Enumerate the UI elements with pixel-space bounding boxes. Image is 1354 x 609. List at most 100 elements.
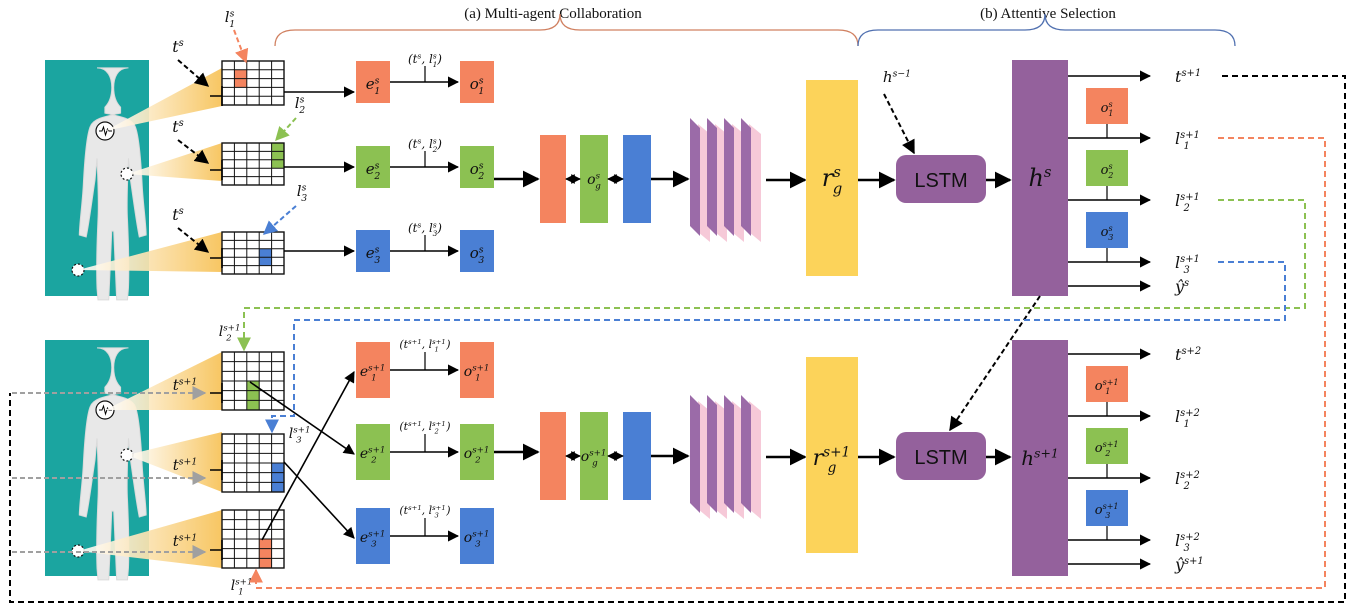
lstm-label: LSTM [914, 170, 967, 192]
grid-enc-arrow [249, 381, 355, 455]
sensor-beam [78, 232, 222, 272]
encoder-block [356, 424, 390, 480]
encoder-label: es1​ [366, 75, 380, 97]
attention-o-block [1086, 428, 1128, 464]
time-series-grid [221, 509, 285, 569]
pair-label: (ts+1​, ls+13​) [399, 504, 450, 520]
conv-feature-stack [690, 118, 761, 242]
encoder-label: es+13​ [360, 530, 386, 550]
time-series-grid [221, 60, 285, 106]
hprev-arrow [883, 93, 915, 155]
lstm-label: LSTM [914, 447, 967, 469]
time-series-grid [221, 231, 285, 275]
t-arrow [177, 227, 210, 253]
encoder-block [356, 61, 390, 103]
agent-output-label: os+12​ [464, 446, 490, 466]
out-y-label: ŷs​ [1174, 277, 1189, 296]
l1-arrow [233, 29, 249, 64]
l3-label: ls+13​ [289, 426, 311, 446]
grid-enc-arrow [261, 371, 355, 541]
attention-o-label: os+13​ [1095, 502, 1119, 520]
out-t-label: ts+1​ [1175, 67, 1201, 86]
t-label: ts​ [172, 117, 184, 136]
lstm-cell [896, 432, 986, 480]
global-og-block [580, 412, 608, 500]
time-series-grid [221, 351, 285, 411]
hidden-state-block [1012, 340, 1068, 576]
agent-output-block [460, 424, 494, 480]
l3-label: ls3​ [297, 182, 307, 204]
agent-output-label: os+11​ [464, 364, 490, 384]
agent-output-label: os2​ [470, 160, 485, 182]
global-agent1-block [540, 135, 566, 223]
attention-o-label: os1​ [1101, 100, 1114, 118]
attention-o-label: os3​ [1101, 224, 1114, 242]
out-l-label: ls+11​ [1175, 129, 1200, 152]
l3-feedback-loop [265, 261, 1286, 434]
ecg-icon [99, 125, 112, 137]
t-label: ts+1​ [173, 456, 198, 474]
h-label: hs+1​ [1021, 445, 1059, 470]
agent-output-block [460, 508, 494, 564]
attention-o-block [1086, 490, 1128, 526]
t-label: ts+1​ [173, 376, 198, 394]
time-series-grid [221, 142, 285, 186]
hprev-label: hs−1​ [883, 68, 911, 86]
grid-bracket [210, 248, 223, 268]
attention-o-block [1086, 366, 1128, 402]
body-silhouette [78, 67, 147, 301]
encoder-block [356, 342, 390, 398]
brace-attentive [857, 13, 1236, 47]
agent-output-block [460, 342, 494, 398]
time-series-grid [221, 433, 285, 493]
l2-label: ls+12​ [219, 324, 241, 344]
t-arrow [177, 139, 210, 164]
global-agent3-block [623, 135, 651, 223]
l2-arrow [275, 117, 297, 142]
l2-label: ls2​ [295, 94, 305, 116]
header-attentive: (b) Attentive Selection [980, 6, 1116, 22]
l1-label: ls1​ [225, 8, 235, 30]
recurrent-arrow [949, 295, 1041, 432]
out-l-label: ls+13​ [1175, 253, 1200, 276]
sensor-beam [78, 510, 222, 568]
global-og-block [580, 135, 608, 223]
hidden-state-block [1012, 60, 1068, 296]
t-label: ts​ [172, 205, 184, 224]
attention-o-label: os+12​ [1095, 440, 1119, 458]
l1-feedback-loop [249, 137, 1326, 589]
conv-feature-stack [690, 395, 761, 519]
t-arrow [177, 59, 210, 87]
encoder-block [356, 230, 390, 272]
out-l-label: ls+12​ [1175, 191, 1200, 214]
lstm-cell [896, 155, 986, 203]
agent-output-block [460, 61, 494, 103]
pair-label: (ts+1​, ls+11​) [399, 338, 450, 354]
encoder-label: es3​ [366, 244, 381, 266]
header-collab: (a) Multi-agent Collaboration [464, 6, 642, 22]
rg-label: rs+1g​ [813, 445, 851, 476]
h-label: hs​ [1028, 163, 1051, 192]
out-t-label: ts+2​ [1175, 345, 1201, 364]
encoder-label: es+11​ [360, 364, 386, 384]
grid-bracket [210, 460, 223, 480]
encoder-block [356, 508, 390, 564]
grid-enc-arrow [283, 461, 355, 539]
attention-o-label: os+11​ [1095, 378, 1119, 396]
rg-label: rsg​ [822, 163, 842, 198]
grid-bracket [210, 160, 223, 180]
global-og-label: os+1g​ [581, 449, 607, 469]
agent-output-label: os1​ [470, 75, 485, 97]
attention-o-block [1086, 150, 1128, 186]
global-representation-block [806, 357, 858, 553]
attention-o-block [1086, 88, 1128, 124]
encoder-label: es2​ [366, 160, 381, 182]
agent-output-block [460, 146, 494, 188]
pair-label: (ts+1​, ls+12​) [399, 420, 450, 436]
global-agent3-block [623, 412, 651, 500]
attention-o-block [1086, 212, 1128, 248]
pair-label: (ts​, ls2​) [408, 136, 442, 153]
global-representation-block [806, 80, 858, 276]
agent-output-block [460, 230, 494, 272]
t-feedback-loop [9, 75, 1346, 603]
